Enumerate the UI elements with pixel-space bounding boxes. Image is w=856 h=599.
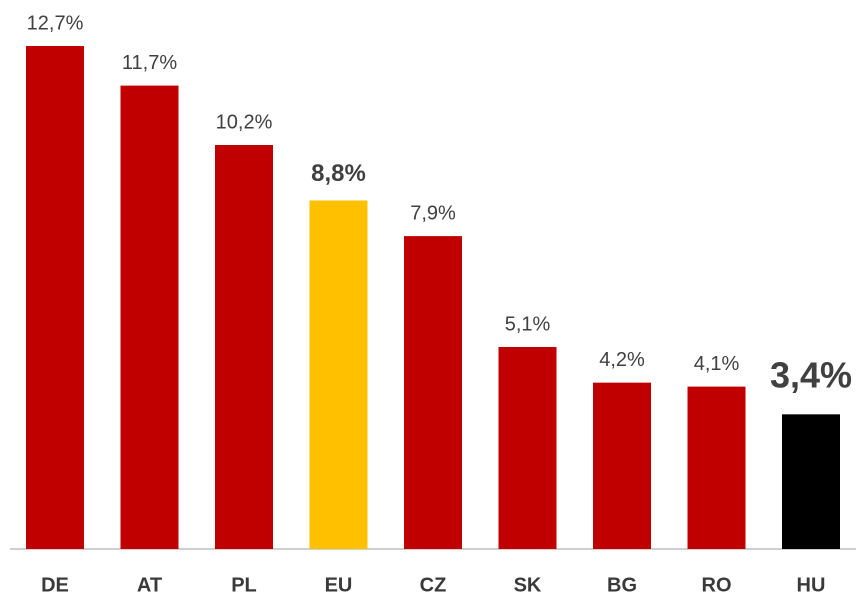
x-tick-label: PL xyxy=(231,574,257,596)
value-label: 12,7% xyxy=(27,12,84,34)
bar xyxy=(120,85,179,550)
value-label: 11,7% xyxy=(122,52,177,74)
bar xyxy=(687,386,746,549)
bar xyxy=(215,145,273,549)
x-tick-label: DE xyxy=(41,574,69,596)
value-label: 7,9% xyxy=(410,202,456,224)
value-label: 4,1% xyxy=(694,353,740,375)
x-tick-label: HU xyxy=(797,574,826,596)
bar xyxy=(498,347,557,549)
x-tick-label: AT xyxy=(137,574,162,596)
bar xyxy=(26,46,84,549)
value-label: 3,4% xyxy=(770,354,852,395)
bar xyxy=(404,236,462,549)
bar xyxy=(309,200,368,549)
value-label: 4,2% xyxy=(599,349,645,371)
value-label: 8,8% xyxy=(311,160,366,187)
value-label: 10,2% xyxy=(216,111,273,133)
x-tick-label: CZ xyxy=(420,574,447,596)
x-tick-label: RO xyxy=(702,574,732,596)
x-tick-label: SK xyxy=(514,574,542,596)
x-tick-label: BG xyxy=(607,574,637,596)
bar xyxy=(782,414,840,549)
value-label: 5,1% xyxy=(505,313,551,335)
bar xyxy=(593,382,651,549)
x-tick-label: EU xyxy=(325,574,353,596)
